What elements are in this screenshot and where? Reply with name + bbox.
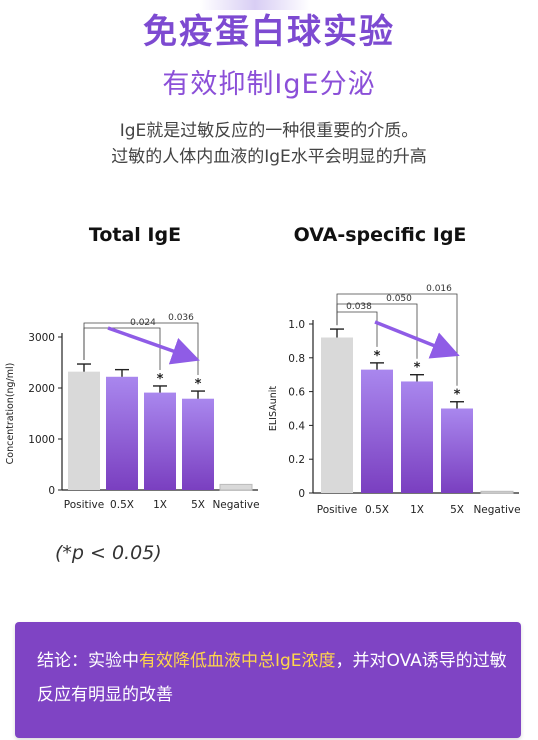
total-ige-significance-star: * [195,377,202,392]
total-ige-category-label: Positive [64,499,104,511]
total-ige-category-label: 0.5X [110,499,134,511]
conclusion-part-1: 结论：实验中 [37,651,139,671]
total-ige-category-label: Negative [212,499,259,511]
total-ige-ytick-label: 1000 [28,434,55,446]
total-ige-bar-5x [182,398,214,490]
ova-ige-category-label: 5X [450,504,464,516]
ova-ige-bar-1x [401,381,433,493]
total-ige-comparison-bracket [83,322,199,376]
description-line-2: 过敏的人体内血液的IgE水平会明显的升高 [111,147,427,167]
total-ige-ytick-label: 3000 [28,332,55,344]
ova-ige-p-value: 0.050 [386,294,412,304]
page-subtitle: 有效抑制IgE分泌 [162,69,376,100]
conclusion-part-2: ，并对OVA诱导的过敏反应有明显的改善 [37,651,507,705]
total-ige-category-label: 5X [191,499,205,511]
ova-ige-category-label: Negative [473,504,520,516]
total-ige-ytick-label: 0 [48,485,55,497]
significance-note: (*p < 0.05) [55,542,162,564]
chart-title-total-ige: Total IgE [88,224,182,246]
total-ige-bar-1x [144,392,176,490]
ova-ige-category-label: 1X [410,504,424,516]
description: IgE就是过敏反应的一种很重要的介质。 过敏的人体内血液的IgE水平会明显的升高 [0,118,538,170]
ova-ige-significance-star: * [374,349,381,364]
total-ige-trend-arrow [107,326,200,365]
description-line-1: IgE就是过敏反应的一种很重要的介质。 [119,121,419,141]
total-ige-bar-0.5x [106,376,138,490]
ova-ige-significance-star: * [454,388,461,403]
total-ige-bar-positive [68,371,100,490]
total-ige-y-axis-label: Concentration(ng/ml) [5,363,16,465]
total-ige-p-value: 0.036 [168,313,194,323]
ova-ige-ytick-label: 0.8 [288,353,305,365]
total-ige-ytick-label: 2000 [28,383,55,395]
total-ige-category-label: 1X [153,499,167,511]
ova-ige-p-value: 0.038 [346,302,372,312]
conclusion-text: 结论：实验中有效降低血液中总IgE浓度，并对OVA诱导的过敏反应有明显的改善 [37,644,507,712]
ova-ige-category-label: 0.5X [365,504,389,516]
ova-ige-bar-positive [321,337,353,493]
ova-ige-ytick-label: 0.6 [288,387,305,399]
total-ige-bar-negative [219,483,253,491]
title-decoration [200,0,310,10]
total-ige-significance-star: * [157,372,164,387]
ova-ige-ytick-label: 0.4 [288,420,305,432]
conclusion-box: 结论：实验中有效降低血液中总IgE浓度，并对OVA诱导的过敏反应有明显的改善 [15,622,521,738]
conclusion-highlight: 有效降低血液中总IgE浓度 [139,651,336,671]
ova-ige-bar-0.5x [361,369,393,493]
page-title: 免疫蛋白球实验 [143,12,395,52]
ova-ige-ytick-label: 0.2 [288,454,305,466]
ova-ige-ytick-label: 1.0 [288,319,305,331]
ova-ige-y-axis-label: ELISAunit [268,386,279,431]
ova-ige-category-label: Positive [317,504,357,516]
ova-ige-ytick-label: 0 [298,488,305,500]
ova-ige-p-value: 0.016 [426,284,452,294]
ova-ige-bar-5x [441,408,473,493]
ova-ige-significance-star: * [414,361,421,376]
chart-title-ova-ige: OVA-specific IgE [293,224,467,246]
ova-ige-bar-negative [480,490,514,494]
ova-ige-trend-arrow [374,320,460,359]
